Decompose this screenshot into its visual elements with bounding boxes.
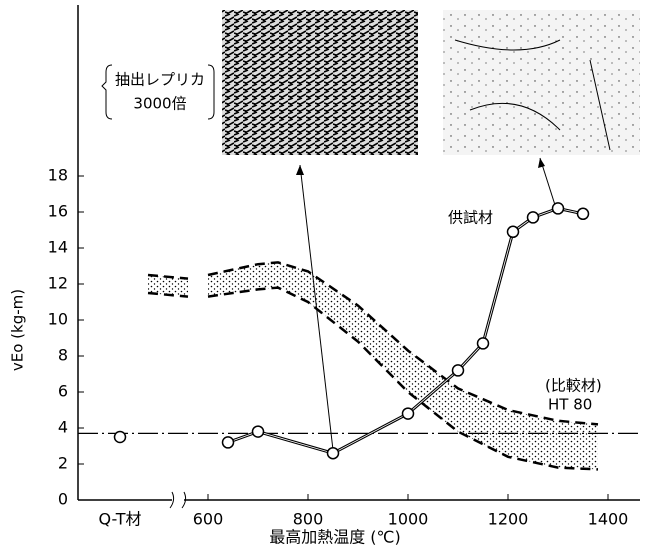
y-tick-label: 0 <box>58 490 68 509</box>
data-point <box>476 337 490 350</box>
data-point <box>526 211 540 224</box>
arrow-head <box>538 158 545 168</box>
x-axis-label: 最高加熱温度 (℃) <box>269 528 401 547</box>
arrow-head <box>296 165 304 175</box>
photo-grain <box>454 39 611 151</box>
y-tick-label: 18 <box>48 166 68 185</box>
annotation: (比較材) <box>545 377 602 395</box>
data-point <box>551 202 565 215</box>
data-point <box>221 436 235 449</box>
band-edge <box>147 261 599 426</box>
data-point <box>401 407 415 420</box>
band-fill <box>208 262 598 470</box>
y-tick-label: 8 <box>58 346 68 365</box>
x-tick-label: 800 <box>293 510 324 529</box>
axis-break <box>169 491 187 509</box>
x-tick-label: 600 <box>193 510 224 529</box>
photo-sample <box>443 10 640 155</box>
data-point <box>506 225 520 239</box>
photo-caption: 3000倍 <box>133 95 186 113</box>
y-tick-label: 2 <box>58 454 68 473</box>
bracket <box>207 64 215 120</box>
bracket <box>101 64 113 120</box>
data-point <box>576 207 590 221</box>
data-point <box>326 446 340 460</box>
band-fill <box>148 275 188 297</box>
y-tick-label: 6 <box>58 382 68 401</box>
qt-point <box>113 430 127 444</box>
photo-replica <box>222 10 418 155</box>
axis-break-gap <box>172 492 184 508</box>
x-tick-label: 1400 <box>588 510 629 529</box>
y-tick-label: 4 <box>58 418 68 437</box>
band-edge <box>147 286 599 471</box>
series-line-inner <box>227 207 584 454</box>
data-point <box>451 364 465 377</box>
x-tick-label: 1200 <box>488 510 529 529</box>
y-axis-label: vEo (kg-m) <box>9 289 27 371</box>
y-tick-label: 10 <box>48 310 68 329</box>
x-tick-label: Q-T材 <box>98 510 141 529</box>
series-label: 供試材 <box>448 209 493 227</box>
annotation: HT 80 <box>548 396 592 414</box>
y-tick-label: 14 <box>48 238 68 257</box>
y-tick-label: 16 <box>48 202 68 221</box>
photo-caption: 抽出レプリカ <box>115 71 205 89</box>
y-tick-label: 12 <box>48 274 68 293</box>
data-point <box>251 425 265 438</box>
x-tick-label: 1000 <box>388 510 429 529</box>
